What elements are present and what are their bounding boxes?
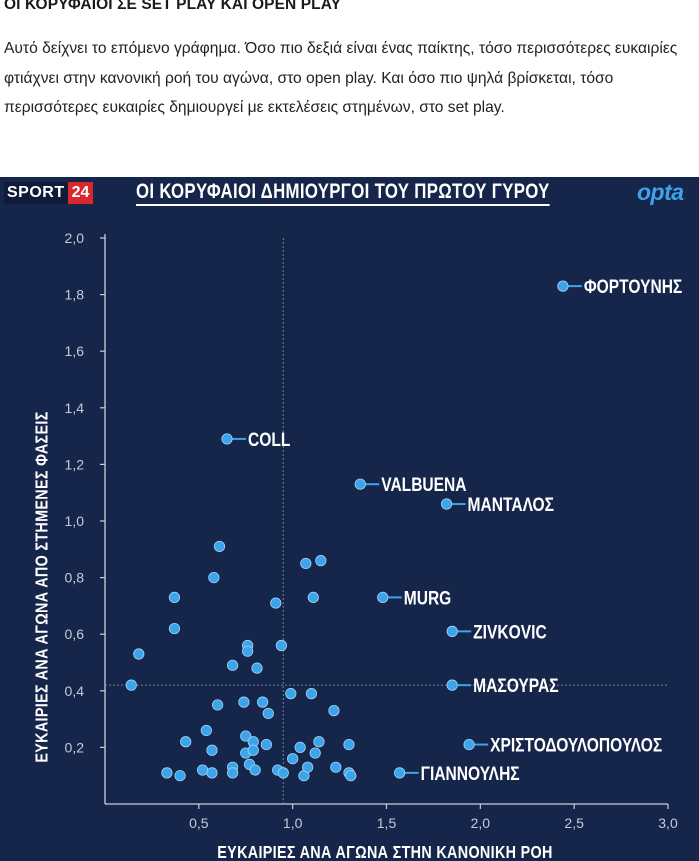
data-point [227,767,239,779]
data-point [240,730,252,742]
data-point [133,648,145,660]
point-label: ZIVKOVIC [473,621,547,643]
y-tick-label: 1,4 [65,400,85,416]
data-point [161,767,173,779]
data-point [213,540,226,553]
data-point [302,761,314,773]
y-tick-label: 2,0 [65,230,85,246]
data-point [168,622,181,635]
y-tick-label: 0,8 [65,570,85,586]
y-tick-label: 1,0 [65,513,85,529]
data-point [307,591,319,604]
data-point [168,591,181,604]
labeled-data-point [354,478,366,490]
point-label: ΦΟΡΤΟΥΝΗΣ [584,276,682,298]
scatter-plot: 0,2 0,4 0,6 0,8 1,0 1,2 1,4 1,6 1,8 2,0 0,5 1,0 1,5 2… [65,230,683,831]
data-point [277,767,289,779]
data-point [200,724,212,737]
data-point [260,738,272,751]
y-tick-label: 1,8 [65,287,85,303]
point-label: ΧΡΙΣΤΟΔΟΥΛΟΠΟΥΛΟΣ [490,734,662,756]
labeled-data-point [394,767,406,779]
data-point [249,764,261,776]
data-point [208,571,220,584]
point-label: COLL [248,428,291,450]
data-point [285,688,297,700]
data-point [309,747,321,759]
article-body: Αυτό δείχνει το επόμενο γράφημα. Όσο πιο… [4,40,678,116]
data-point [300,557,312,570]
data-point [257,696,269,708]
labeled-data-point [463,738,475,751]
y-tick-label: 0,2 [65,739,85,755]
data-point [242,645,254,657]
data-point [315,555,327,567]
data-point [206,744,218,756]
opta-logo: opta [637,179,684,205]
x-tick-label: 2,5 [564,815,584,831]
point-label: ΜΑΝΤΑΛΟΣ [468,494,554,516]
y-tick-label: 1,6 [65,343,85,359]
data-point [238,696,250,708]
point-label: ΓΙΑΝΝΟΥΛΗΣ [421,762,520,784]
point-label: MURG [404,587,452,609]
y-tick-label: 0,6 [65,626,85,642]
chart-graphic: SPORT 24 ΟΙ ΚΟΡΥΦΑΙΟΙ ΔΗΜΙΟΥΡΓΟΙ ΤΟΥ ΠΡΩ… [0,177,699,861]
x-tick-label: 0,5 [189,815,209,831]
labeled-data-point [446,625,458,637]
data-point [247,744,259,756]
data-point [174,770,186,782]
data-point [180,736,192,748]
data-point [270,597,282,609]
chart-title: ΟΙ ΚΟΡΥΦΑΙΟΙ ΔΗΜΙΟΥΡΓΟΙ ΤΟΥ ΠΡΩΤΟΥ ΓΥΡΟΥ [136,179,550,206]
data-point [305,688,318,700]
data-point [345,770,357,782]
data-point [328,705,340,717]
sport24-logo: SPORT 24 [4,182,94,204]
data-point [330,761,342,773]
x-tick-label: 1,5 [377,815,397,831]
article-title: ΟΙ ΚΟΡΥΦΑΙΟΙ ΣΕ SET PLAY ΚΑΙ OPEN PLAY [4,0,342,13]
y-tick-label: 1,2 [65,456,85,472]
data-point [212,699,224,711]
logo-number: 24 [67,182,94,204]
data-point [206,767,218,779]
point-label: ΜΑΣΟΥΡΑΣ [473,675,558,697]
x-tick-label: 1,0 [283,815,303,831]
data-point [275,639,288,652]
labeled-data-point [377,591,389,604]
data-point [287,753,299,765]
x-tick-label: 2,0 [471,815,491,831]
data-point [125,679,137,691]
x-tick-label: 3,0 [658,815,678,831]
data-point [294,741,306,754]
labeled-data-point [446,679,458,691]
y-axis-label: ΕΥΚΑΙΡΙΕΣ ΑΝΑ ΑΓΩΝΑ ΑΠΟ ΣΤΗΜΕΝΕΣ ΦΑΣΕΙΣ [31,411,52,763]
labeled-data-point [557,280,569,292]
labeled-data-point [440,498,453,510]
data-point [313,736,325,748]
point-label: VALBUENA [381,474,467,496]
data-point [251,662,263,674]
labeled-data-point [221,433,233,445]
data-point [227,659,239,671]
data-point [343,738,355,751]
logo-word: SPORT [4,182,68,204]
data-point [196,764,209,776]
data-point [262,707,274,720]
y-tick-label: 0,4 [65,683,85,699]
x-axis-label: ΕΥΚΑΙΡΙΕΣ ΑΝΑ ΑΓΩΝΑ ΣΤΗΝ ΚΑΝΟΝΙΚΗ ΡΟΗ [217,842,553,861]
